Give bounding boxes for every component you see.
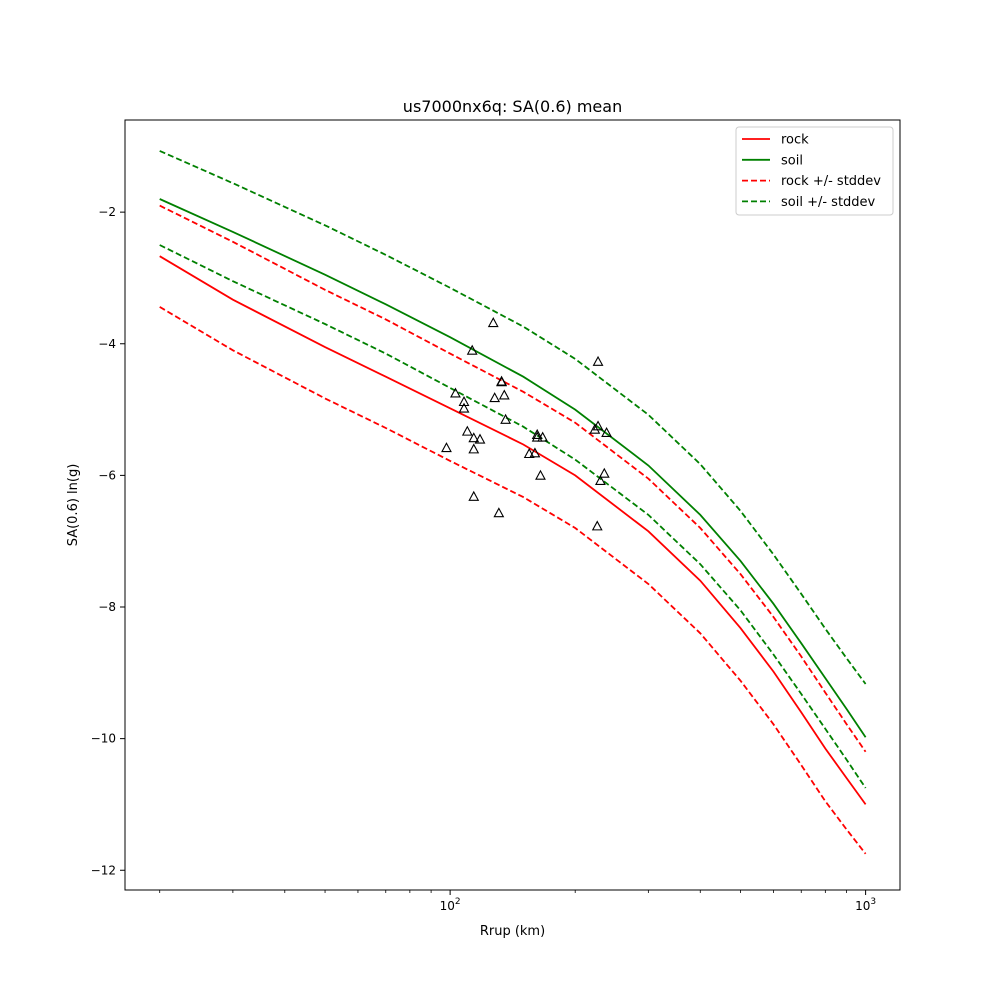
observation-point	[594, 474, 606, 486]
y-tick-label: −10	[91, 732, 116, 746]
series-line-soil-stddev	[159, 150, 867, 685]
x-tick-label: 102	[440, 897, 461, 913]
legend: rock soil rock +/- stddev soil +/- stddev	[735, 126, 894, 216]
observation-point	[598, 467, 610, 478]
x-axis-label: Rrup (km)	[480, 924, 545, 939]
observation-point	[531, 428, 543, 439]
observation-point	[529, 447, 541, 458]
series-line-rock	[159, 255, 867, 805]
y-tick-label: −6	[98, 468, 116, 482]
legend-label: soil	[781, 153, 803, 168]
series-line-rock-stddev	[159, 204, 867, 753]
observation-point	[531, 431, 543, 442]
observation-point	[498, 389, 510, 400]
series-line-soil-stddev	[159, 244, 867, 789]
observation-point	[468, 443, 480, 454]
observation-point	[523, 448, 535, 459]
observation-point	[441, 442, 452, 453]
plot-frame	[124, 119, 901, 891]
observation-point	[496, 375, 508, 386]
plot-area: 102 103 −2 −4 −6 −8 −10 −12	[91, 119, 901, 913]
observation-point	[474, 433, 486, 444]
series-line-soil	[159, 198, 867, 738]
series-line-rock-stddev	[159, 306, 867, 855]
observation-point	[450, 387, 461, 398]
y-tick-label: −2	[98, 205, 116, 219]
observation-point	[589, 423, 601, 434]
y-tick-label: −12	[91, 863, 116, 877]
chart-title: us7000nx6q: SA(0.6) mean	[403, 97, 622, 116]
observation-point	[466, 344, 478, 355]
observation-point	[468, 490, 480, 501]
observation-point	[468, 432, 480, 443]
observation-point	[592, 420, 604, 431]
legend-box	[735, 126, 894, 216]
series-group	[159, 150, 867, 855]
legend-label: rock	[781, 133, 809, 148]
y-axis-label: SA(0.6) ln(g)	[66, 464, 81, 547]
observation-point	[458, 402, 470, 413]
observation-point	[591, 520, 603, 531]
observation-point	[493, 507, 505, 518]
observation-point	[489, 392, 501, 403]
observation-point	[458, 396, 470, 407]
observation-point	[500, 413, 512, 424]
observation-point	[537, 431, 549, 442]
observation-point	[487, 317, 499, 328]
y-tick-label: −4	[98, 337, 116, 351]
x-tick-label: 103	[855, 897, 876, 913]
observation-point	[592, 355, 604, 366]
observation-point	[601, 426, 613, 437]
observation-point	[535, 469, 546, 480]
legend-label: rock +/- stddev	[781, 174, 881, 189]
observation-point	[461, 425, 473, 436]
legend-label: soil +/- stddev	[781, 195, 876, 210]
y-tick-label: −8	[98, 600, 116, 614]
